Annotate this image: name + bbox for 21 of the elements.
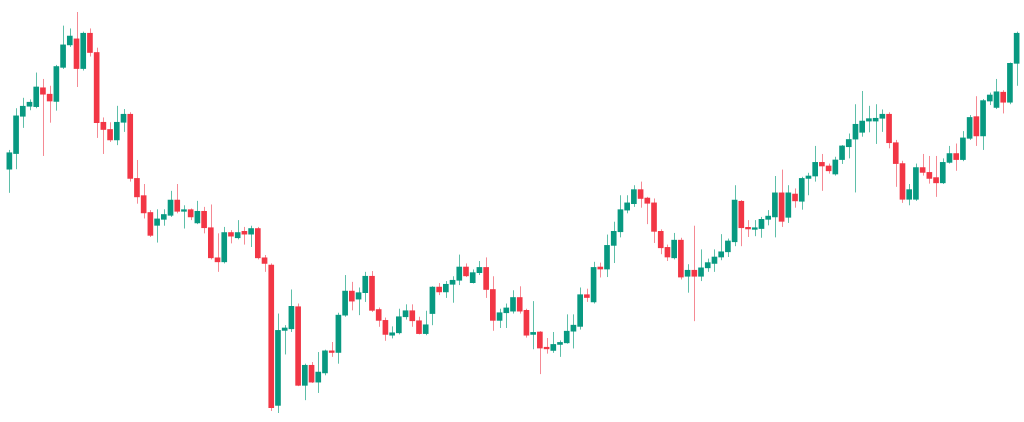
candlestick (147, 209, 154, 238)
candlestick (422, 310, 429, 336)
candlestick (698, 248, 704, 282)
candlestick (174, 183, 181, 214)
candlestick (181, 204, 187, 230)
candlestick (691, 225, 698, 322)
candlestick (1000, 89, 1007, 114)
candlestick (812, 145, 819, 183)
candlestick (234, 219, 241, 240)
candlestick (953, 143, 960, 172)
candlestick (684, 263, 691, 294)
candlestick (302, 363, 308, 401)
candlestick (530, 300, 536, 350)
candlestick (919, 153, 926, 177)
candlestick (879, 108, 886, 133)
candlestick (819, 153, 825, 192)
candlestick (671, 232, 677, 260)
candlestick (349, 281, 355, 311)
candlestick (792, 187, 798, 209)
candlestick (66, 27, 73, 48)
candlestick (248, 225, 254, 248)
